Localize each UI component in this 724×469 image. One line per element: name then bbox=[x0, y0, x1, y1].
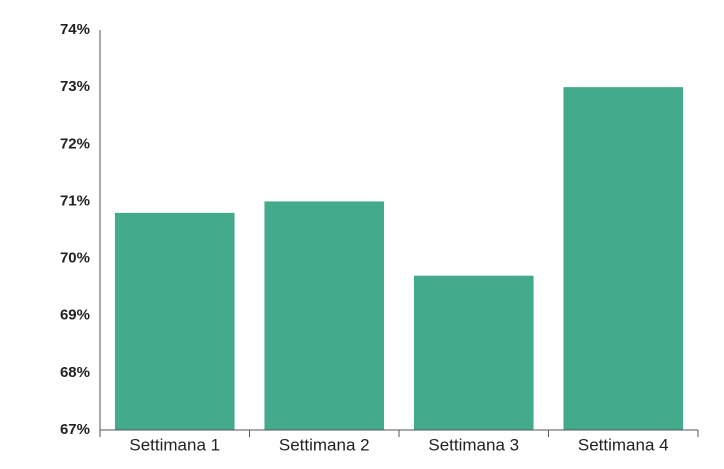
bar bbox=[264, 201, 385, 430]
y-tick-label: 68% bbox=[60, 364, 90, 381]
bar bbox=[114, 212, 235, 430]
y-tick-label: 69% bbox=[60, 307, 90, 324]
x-tick-label: Settimana 4 bbox=[578, 435, 669, 454]
bar bbox=[413, 275, 534, 430]
y-tick-label: 71% bbox=[60, 192, 90, 209]
x-tick-label: Settimana 1 bbox=[129, 435, 220, 454]
y-tick-label: 72% bbox=[60, 135, 90, 152]
y-tick-label: 67% bbox=[60, 421, 90, 438]
x-tick-label: Settimana 3 bbox=[428, 435, 519, 454]
bar bbox=[563, 87, 684, 431]
y-tick-label: 74% bbox=[60, 21, 90, 38]
y-tick-label: 73% bbox=[60, 78, 90, 95]
y-tick-label: 70% bbox=[60, 250, 90, 267]
x-tick-label: Settimana 2 bbox=[279, 435, 370, 454]
